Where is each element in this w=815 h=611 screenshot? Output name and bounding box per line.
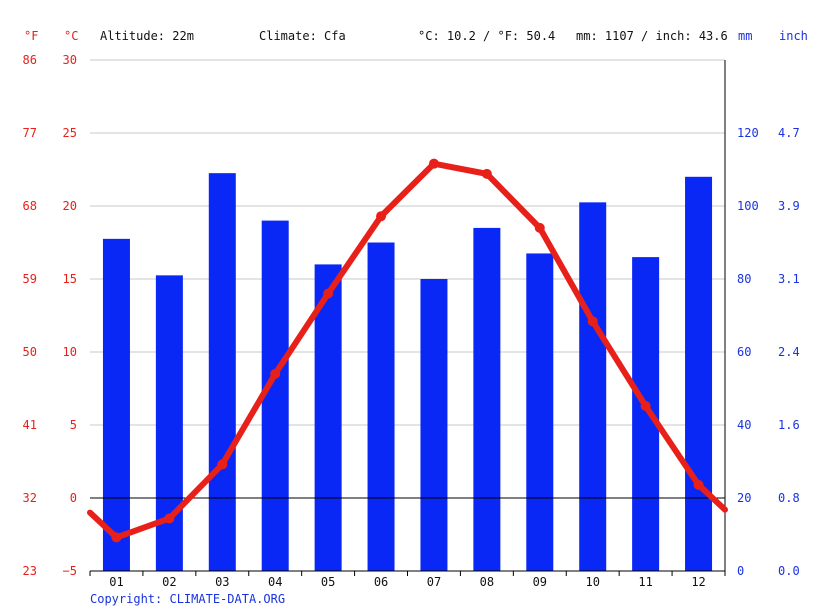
mm-tick-label: 0 [737, 564, 744, 578]
precipitation-total-label: mm: 1107 / inch: 43.6 [576, 29, 728, 43]
grid-lines [90, 59, 725, 426]
inch-tick-label: 0.0 [778, 564, 800, 578]
fahrenheit-tick-label: 23 [23, 564, 37, 578]
month-label: 12 [691, 575, 705, 589]
fahrenheit-unit-label: °F [24, 29, 38, 43]
mm-tick-label: 40 [737, 418, 751, 432]
precipitation-bar [632, 257, 660, 571]
month-label: 03 [215, 575, 229, 589]
temperature-point [534, 222, 545, 233]
mm-tick-label: 100 [737, 199, 759, 213]
precipitation-bar [526, 253, 554, 571]
temperature-point [270, 368, 281, 379]
chart-axes [89, 60, 726, 576]
mm-tick-label: 60 [737, 345, 751, 359]
inch-tick-label: 0.8 [778, 491, 800, 505]
fahrenheit-tick-label: 41 [23, 418, 37, 432]
precipitation-bar [473, 227, 501, 571]
mm-tick-label: 20 [737, 491, 751, 505]
temperature-point [693, 479, 704, 490]
inch-tick-label: 1.6 [778, 418, 800, 432]
temperature-point [217, 459, 228, 470]
fahrenheit-tick-label: 59 [23, 272, 37, 286]
inch-tick-label: 4.7 [778, 126, 800, 140]
month-label: 05 [321, 575, 335, 589]
celsius-tick-label: −5 [63, 564, 77, 578]
precipitation-bar [208, 173, 236, 571]
precipitation-bar [102, 238, 130, 571]
inch-unit-label: inch [779, 29, 808, 43]
celsius-tick-label: 10 [63, 345, 77, 359]
precipitation-bar [261, 220, 289, 571]
precipitation-bars [102, 173, 713, 572]
fahrenheit-tick-label: 68 [23, 199, 37, 213]
celsius-tick-label: 15 [63, 272, 77, 286]
month-label: 04 [268, 575, 282, 589]
month-label: 08 [480, 575, 494, 589]
fahrenheit-tick-label: 32 [23, 491, 37, 505]
inch-tick-label: 3.1 [778, 272, 800, 286]
climate-label: Climate: Cfa [259, 29, 346, 43]
celsius-tick-label: 5 [70, 418, 77, 432]
month-label: 07 [427, 575, 441, 589]
temperature-point [323, 288, 334, 299]
altitude-label: Altitude: 22m [100, 29, 194, 43]
copyright-text: Copyright: CLIMATE-DATA.ORG [90, 592, 286, 606]
celsius-tick-label: 20 [63, 199, 77, 213]
month-label: 10 [585, 575, 599, 589]
inch-tick-label: 2.4 [778, 345, 800, 359]
temperature-point [587, 316, 598, 327]
month-label: 09 [533, 575, 547, 589]
temperature-point [164, 513, 175, 524]
temperature-point [481, 168, 492, 179]
fahrenheit-tick-label: 86 [23, 53, 37, 67]
mm-unit-label: mm [738, 29, 752, 43]
precipitation-bar [155, 275, 183, 571]
mm-tick-label: 120 [737, 126, 759, 140]
temperature-line [87, 158, 728, 543]
temperature-point [376, 211, 387, 222]
month-label: 11 [638, 575, 652, 589]
precipitation-bar [367, 242, 395, 571]
precipitation-bar [314, 264, 342, 571]
temperature-point [428, 158, 439, 169]
month-label: 02 [162, 575, 176, 589]
celsius-tick-label: 30 [63, 53, 77, 67]
fahrenheit-tick-label: 77 [23, 126, 37, 140]
precipitation-bar [685, 176, 713, 572]
inch-tick-label: 3.9 [778, 199, 800, 213]
temperature-polyline [87, 160, 728, 541]
celsius-tick-label: 25 [63, 126, 77, 140]
precipitation-bar [420, 279, 448, 571]
temperature-point [640, 401, 651, 412]
month-label: 01 [109, 575, 123, 589]
celsius-tick-label: 0 [70, 491, 77, 505]
temperature-point [111, 532, 122, 543]
fahrenheit-tick-label: 50 [23, 345, 37, 359]
month-label: 06 [374, 575, 388, 589]
precipitation-bar [579, 202, 607, 571]
celsius-unit-label: °C [64, 29, 78, 43]
chart-header: °F °C Altitude: 22m Climate: Cfa °C: 10.… [24, 29, 808, 43]
temperature-average-label: °C: 10.2 / °F: 50.4 [418, 29, 555, 43]
mm-tick-label: 80 [737, 272, 751, 286]
